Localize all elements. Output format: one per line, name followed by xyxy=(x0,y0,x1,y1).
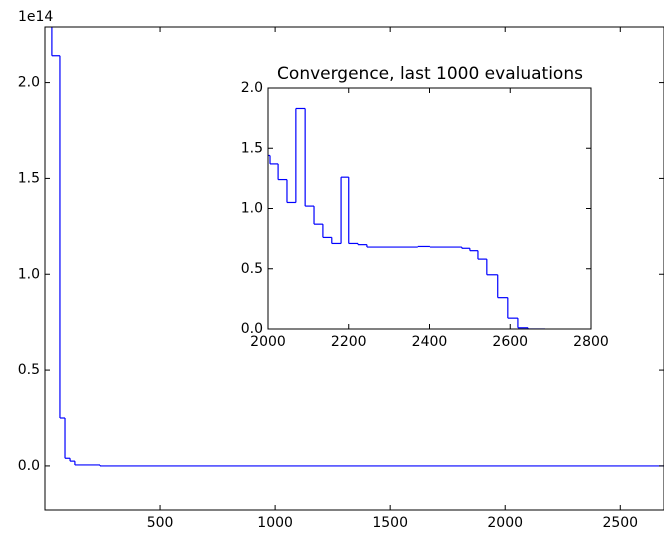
y-offset-label: 1e14 xyxy=(18,9,53,25)
y-tick-label: 1.5 xyxy=(241,140,263,156)
plot-area xyxy=(268,88,591,329)
x-tick-label: 500 xyxy=(147,515,174,531)
y-tick-label: 0.0 xyxy=(241,321,263,337)
y-tick-label: 2.0 xyxy=(18,75,40,91)
x-tick-label: 2000 xyxy=(250,334,286,350)
x-tick-label: 2600 xyxy=(492,334,528,350)
series xyxy=(51,27,664,467)
y-tick-label: 0.0 xyxy=(18,458,40,474)
x-tick-label: 2800 xyxy=(573,334,609,350)
series xyxy=(268,107,545,329)
inset-title: Convergence, last 1000 evaluations xyxy=(277,64,583,84)
y-tick-label: 2.0 xyxy=(241,80,263,96)
x-tick-label: 1500 xyxy=(372,515,408,531)
axes-frame xyxy=(267,87,592,330)
y-tick-label: 0.5 xyxy=(18,362,40,378)
y-tick-label: 1.0 xyxy=(241,201,263,217)
y-tick-label: 0.5 xyxy=(241,261,263,277)
y-tick-label: 1.0 xyxy=(18,266,40,282)
axes-frame xyxy=(44,26,664,511)
step-riser xyxy=(51,27,101,466)
step-riser xyxy=(269,108,529,329)
y-tick-label: 1.5 xyxy=(18,170,40,186)
x-tick-label: 1000 xyxy=(257,515,293,531)
x-tick-label: 2200 xyxy=(331,334,367,350)
x-tick-label: 2000 xyxy=(487,515,523,531)
x-tick-label: 2500 xyxy=(602,515,638,531)
x-tick-label: 2400 xyxy=(412,334,448,350)
